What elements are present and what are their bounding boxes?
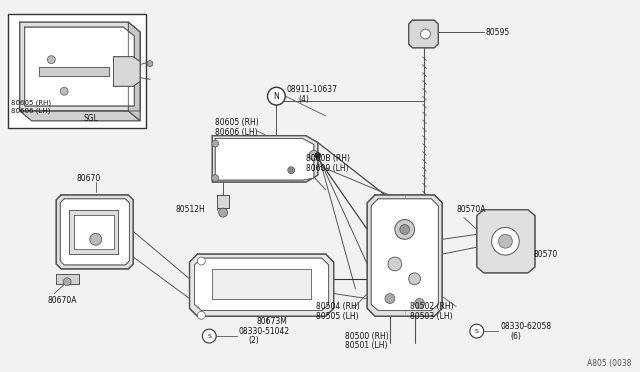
Polygon shape — [20, 22, 140, 111]
Text: 80570A: 80570A — [456, 205, 486, 214]
Text: 80512H: 80512H — [176, 205, 205, 214]
Text: 80606 (LH): 80606 (LH) — [215, 128, 258, 137]
Circle shape — [409, 273, 420, 285]
Text: 80500 (RH): 80500 (RH) — [346, 331, 389, 340]
Polygon shape — [212, 136, 318, 182]
Circle shape — [63, 278, 71, 286]
Polygon shape — [371, 199, 438, 310]
Polygon shape — [409, 20, 438, 48]
Circle shape — [147, 61, 153, 67]
Text: A805 (0038: A805 (0038 — [588, 359, 632, 368]
Polygon shape — [25, 27, 134, 106]
Text: 80606 (LH): 80606 (LH) — [11, 108, 50, 114]
Text: 80501 (LH): 80501 (LH) — [346, 341, 388, 350]
Text: 08330-62058: 08330-62058 — [500, 322, 552, 331]
Text: 80505 (LH): 80505 (LH) — [316, 312, 358, 321]
Circle shape — [219, 208, 228, 217]
Circle shape — [212, 174, 219, 182]
Text: (2): (2) — [249, 337, 259, 346]
Polygon shape — [189, 254, 333, 316]
Polygon shape — [367, 195, 442, 316]
Circle shape — [47, 56, 55, 64]
Polygon shape — [69, 210, 118, 254]
Circle shape — [388, 257, 402, 271]
Circle shape — [197, 311, 205, 319]
Circle shape — [309, 150, 319, 160]
Circle shape — [400, 224, 410, 234]
Polygon shape — [40, 67, 109, 76]
Circle shape — [268, 87, 285, 105]
Text: 80570: 80570 — [533, 250, 557, 259]
Text: 08911-10637: 08911-10637 — [286, 85, 337, 94]
Circle shape — [212, 140, 219, 147]
Text: 80605 (RH): 80605 (RH) — [11, 100, 51, 106]
Polygon shape — [212, 269, 311, 299]
Text: S: S — [475, 328, 479, 334]
Polygon shape — [217, 195, 229, 208]
Text: 80670: 80670 — [77, 174, 101, 183]
Polygon shape — [60, 199, 129, 265]
Text: 80502 (RH): 80502 (RH) — [410, 302, 453, 311]
Polygon shape — [129, 22, 140, 121]
Text: N: N — [273, 92, 279, 101]
Circle shape — [420, 29, 430, 39]
Circle shape — [315, 153, 321, 158]
Circle shape — [395, 219, 415, 239]
Bar — [8, 14, 146, 128]
Circle shape — [499, 234, 512, 248]
Text: 80595: 80595 — [486, 28, 510, 36]
Text: 80504 (RH): 80504 (RH) — [316, 302, 360, 311]
Text: 08330-51042: 08330-51042 — [239, 327, 290, 336]
Circle shape — [385, 294, 395, 304]
Text: 80670A: 80670A — [47, 296, 77, 305]
Circle shape — [492, 227, 519, 255]
Polygon shape — [477, 210, 535, 273]
Circle shape — [202, 329, 216, 343]
Polygon shape — [56, 195, 133, 269]
Text: 80673M: 80673M — [257, 317, 287, 326]
Text: SGL: SGL — [84, 114, 99, 124]
Text: 80605 (RH): 80605 (RH) — [215, 118, 259, 127]
Polygon shape — [113, 57, 140, 86]
Polygon shape — [56, 274, 79, 284]
Circle shape — [415, 299, 424, 308]
Circle shape — [470, 324, 484, 338]
Circle shape — [90, 233, 102, 245]
Polygon shape — [215, 139, 314, 180]
Polygon shape — [20, 111, 140, 121]
Text: 80609 (LH): 80609 (LH) — [306, 164, 349, 173]
Text: 8060B (RH): 8060B (RH) — [306, 154, 350, 163]
Circle shape — [197, 257, 205, 265]
Circle shape — [288, 167, 294, 174]
Polygon shape — [74, 215, 113, 249]
Polygon shape — [195, 258, 329, 310]
Text: 80503 (LH): 80503 (LH) — [410, 312, 452, 321]
Circle shape — [60, 87, 68, 95]
Text: (6): (6) — [510, 331, 521, 340]
Text: S: S — [207, 334, 211, 339]
Text: (4): (4) — [298, 94, 309, 104]
